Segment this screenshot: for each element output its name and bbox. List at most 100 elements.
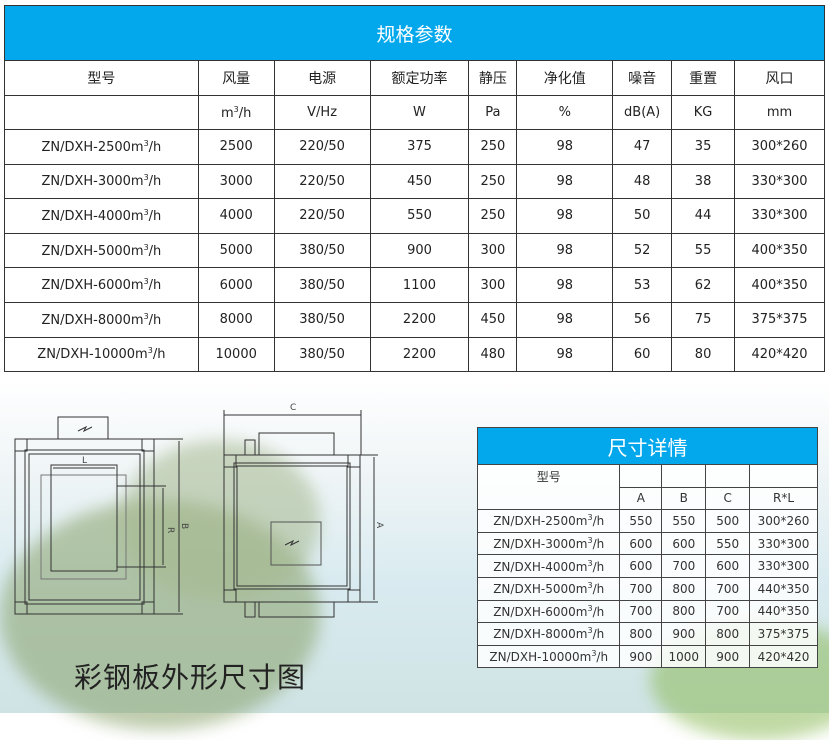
label-R: R — [165, 527, 175, 533]
table-row: ZN/DXH-2500m3/h 2500 220/50 375 250 98 47 35 300… — [4, 129, 825, 165]
table-cell: 400*350 — [734, 232, 825, 269]
table-cell: 80 — [671, 336, 736, 373]
spec-table-title: 规格参数 — [4, 5, 825, 61]
table-cell: ZN/DXH-4000m3/h — [4, 198, 199, 234]
table-cell: ZN/DXH-2500m3/h — [476, 509, 621, 533]
table-cell: 10000 — [197, 336, 275, 373]
table-cell: 900 — [369, 232, 470, 269]
table-cell: 420*420 — [749, 644, 818, 669]
spec-table: 规格参数 型号 风量 电源 额定功率 静压 净化值 噪音 重置 风口 m3/h V/Hz W Pa% d… — [4, 5, 825, 373]
table-cell: 420*420 — [734, 336, 825, 373]
table-cell: 550 — [619, 509, 663, 533]
table-cell: 700 — [705, 576, 751, 601]
table-cell: 2200 — [369, 336, 470, 373]
table-cell: 300*260 — [734, 129, 825, 165]
table-row: ZN/DXH-4000m3/h 600 700 600 330*300 — [476, 554, 818, 578]
column-header: R*L — [749, 486, 818, 511]
column-header: 电源 — [273, 60, 371, 96]
label-A: A — [374, 522, 384, 529]
table-cell: 800 — [705, 622, 751, 646]
table-cell: 330*300 — [749, 531, 818, 556]
table-cell: 62 — [671, 267, 736, 303]
table-cell: 98 — [516, 336, 614, 373]
table-cell: 3000 — [197, 163, 275, 200]
table-cell: 1000 — [661, 644, 707, 669]
table-cell: 250 — [468, 129, 518, 165]
table-cell: 800 — [619, 622, 663, 646]
table-row: ZN/DXH-2500m3/h 550 550 500 300*260 — [476, 509, 818, 533]
table-cell: 52 — [612, 232, 673, 269]
table-cell: 375*375 — [734, 301, 825, 338]
unit-cell: % — [516, 95, 614, 130]
table-cell: ZN/DXH-5000m3/h — [4, 232, 199, 269]
column-header — [476, 487, 621, 511]
column-header: 额定功率 — [369, 60, 470, 96]
table-cell: 800 — [661, 599, 707, 624]
column-header: 重置 — [671, 60, 736, 96]
column-header: C — [705, 486, 751, 511]
label-C: C — [290, 403, 296, 413]
label-B: B — [179, 523, 189, 529]
table-cell: 55 — [671, 232, 736, 269]
model-header: 型号 — [476, 464, 621, 488]
table-row: ZN/DXH-6000m3/h 700 800 700 440*350 — [476, 599, 818, 624]
table-cell: 250 — [468, 198, 518, 234]
table-cell: 50 — [612, 198, 673, 234]
table-cell: ZN/DXH-6000m3/h — [4, 267, 199, 303]
table-cell: ZN/DXH-6000m3/h — [476, 599, 621, 624]
table-cell: 60 — [612, 336, 673, 373]
table-row: ZN/DXH-5000m3/h 700 800 700 440*350 — [476, 576, 818, 601]
table-cell: 5000 — [197, 232, 275, 269]
table-cell: 2200 — [369, 301, 470, 338]
column-header: 风量 — [197, 60, 275, 96]
table-cell: 550 — [369, 198, 470, 234]
table-cell: 380/50 — [273, 336, 371, 373]
table-cell: ZN/DXH-10000m3/h — [476, 644, 621, 669]
unit-cell: mm — [734, 95, 825, 130]
table-cell: ZN/DXH-3000m3/h — [4, 163, 199, 200]
column-header: 净化值 — [516, 60, 614, 96]
table-cell: 700 — [705, 599, 751, 624]
table-row: ZN/DXH-10000m3/h 900 1000 900 420*420 — [476, 644, 818, 669]
table-cell: 75 — [671, 301, 736, 338]
unit-cell: W — [369, 95, 470, 130]
table-cell: 900 — [661, 622, 707, 646]
table-row: ZN/DXH-10000m3/h 10000 380/50 2200 480 98 60 80… — [4, 336, 825, 373]
unit-cell: m3/h — [197, 95, 275, 130]
table-cell: 38 — [671, 163, 736, 200]
dimension-table-title: 尺寸详情 — [477, 427, 818, 465]
side-view-drawing — [223, 410, 378, 618]
unit-cell: V/Hz — [273, 95, 371, 130]
table-cell: 550 — [705, 531, 751, 556]
table-cell: 900 — [619, 644, 663, 669]
table-cell: 330*300 — [734, 198, 825, 234]
table-cell: 450 — [468, 301, 518, 338]
table-cell: 48 — [612, 163, 673, 200]
table-cell: 220/50 — [273, 163, 371, 200]
table-cell: 375 — [369, 129, 470, 165]
table-cell: 250 — [468, 163, 518, 200]
table-cell: 600 — [619, 554, 663, 578]
table-cell: ZN/DXH-2500m3/h — [4, 129, 199, 165]
table-cell: 8000 — [197, 301, 275, 338]
table-cell: 800 — [661, 576, 707, 601]
table-cell: 700 — [619, 599, 663, 624]
table-cell: ZN/DXH-10000m3/h — [4, 336, 199, 373]
table-row: ZN/DXH-5000m3/h 5000 380/50 900 300 98 52 55 400… — [4, 232, 825, 269]
table-cell: 600 — [661, 531, 707, 556]
label-L: L — [82, 456, 87, 466]
table-cell: 44 — [671, 198, 736, 234]
table-cell: ZN/DXH-8000m3/h — [4, 301, 199, 338]
table-cell: 98 — [516, 267, 614, 303]
table-cell: 440*350 — [749, 576, 818, 601]
table-cell: 47 — [612, 129, 673, 165]
unit-cell: KG — [671, 95, 736, 130]
diagram-caption: 彩钢板外形尺寸图 — [74, 661, 307, 694]
unit-cell: Pa — [468, 95, 518, 130]
column-header: A — [619, 486, 663, 511]
table-cell: 450 — [369, 163, 470, 200]
table-cell: 480 — [468, 336, 518, 373]
table-cell: 35 — [671, 129, 736, 165]
unit-cell: dB(A) — [612, 95, 673, 130]
column-header: 噪音 — [612, 60, 673, 96]
